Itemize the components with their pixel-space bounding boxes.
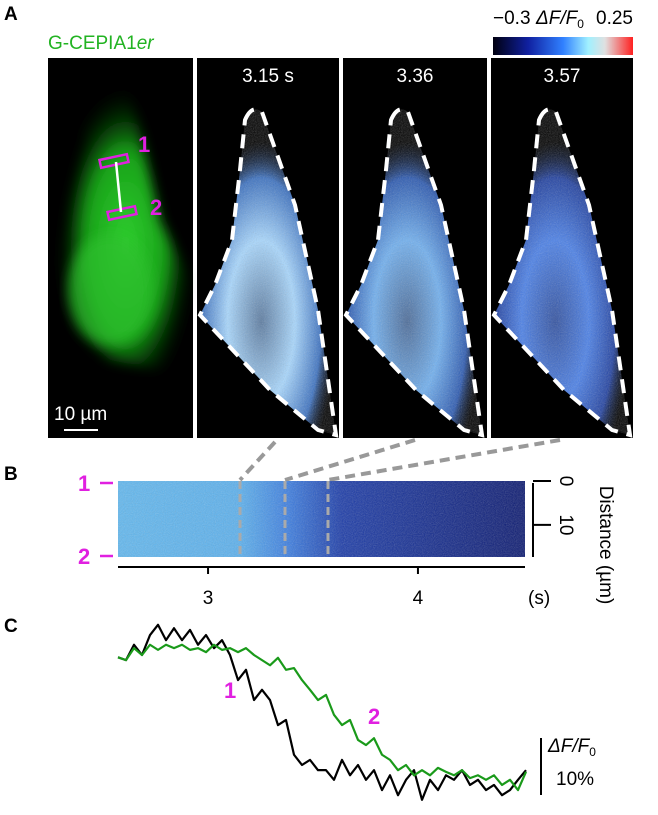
trace-line [117,623,527,801]
colorbar-tick-label: −0.3 [493,8,531,29]
roi-markers [100,481,113,558]
x-tick-label: 4 [413,588,424,609]
title-text: G-CEPIA1 [48,33,137,54]
colorbar-label: ΔF/F0 [535,8,584,31]
label-text: ΔF/F [547,736,591,757]
axes: 3 4 0 10 [118,476,576,609]
frame-time: 3.57 [544,66,581,87]
scalebar-label: 10 µm [54,404,107,425]
y-tick-label: 0 [555,476,576,487]
x-tick-label: 3 [203,588,214,609]
label-sub: 0 [577,17,584,31]
scalebar-label: ΔF/F0 [547,736,596,759]
panel-label: B [4,464,18,485]
traces [117,623,542,801]
green-image [48,58,193,438]
trace-label: 1 [224,678,236,703]
kymograph [118,481,525,557]
y-tick-label: 10 [555,514,576,535]
x-unit: (s) [528,588,550,609]
ratio-image [197,58,339,438]
trace-line [117,643,528,792]
colorbar [493,37,633,55]
roi-label: 2 [78,544,90,569]
label-sub: 0 [589,745,596,759]
roi-label: 2 [150,195,162,220]
frame-time: 3.36 [397,66,434,87]
colorbar-tick-label: 0.25 [596,8,633,29]
y-axis-label: Distance (µm) [595,486,616,605]
roi-label: 1 [78,471,90,496]
panel-label: C [4,616,18,637]
ratio-image [343,58,487,438]
ratio-image [491,58,633,438]
image-title: G-CEPIA1er [48,33,154,54]
trace-label: 2 [368,704,380,729]
panel-label: A [4,4,18,25]
roi-label: 1 [138,132,150,157]
scalebar-label: 10% [556,769,594,790]
title-italic: er [137,33,155,54]
connectors [238,438,561,482]
frame-time: 3.15 s [242,66,294,87]
label-text: ΔF/F [535,8,579,29]
